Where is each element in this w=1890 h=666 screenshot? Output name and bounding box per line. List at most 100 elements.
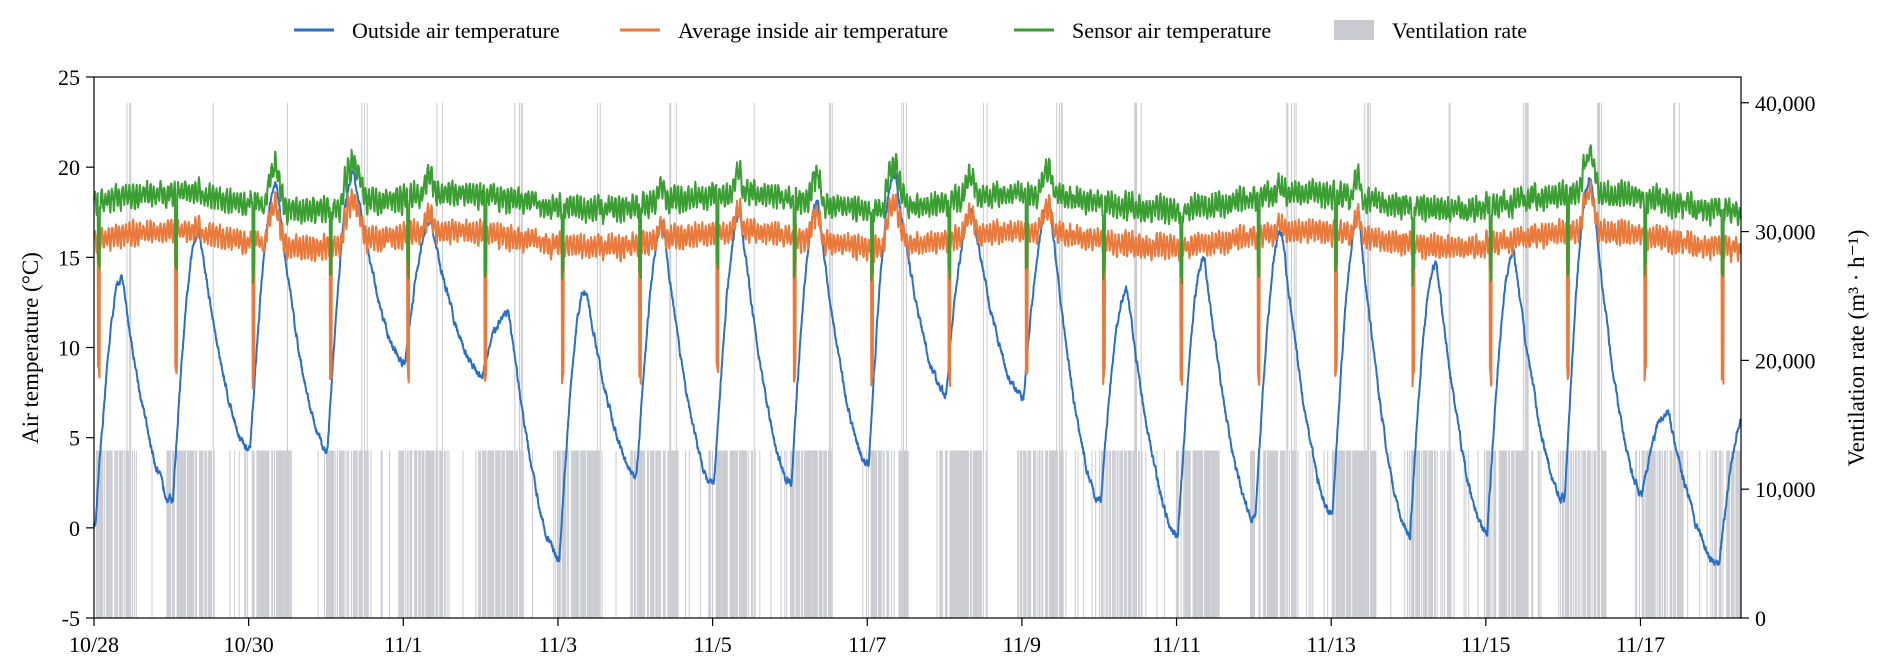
ventilation-bar (828, 450, 829, 618)
ventilation-bar (974, 450, 976, 618)
ventilation-bar (1098, 450, 1100, 618)
ventilation-bar (886, 450, 888, 618)
ventilation-bar (1677, 450, 1678, 618)
ventilation-bar (655, 450, 657, 618)
ventilation-bar (595, 450, 597, 618)
ventilation-bar (356, 450, 358, 618)
ventilation-bar (274, 450, 275, 618)
ventilation-bar (784, 450, 786, 618)
ventilation-bar (1102, 450, 1104, 618)
ventilation-bar (256, 450, 258, 618)
ventilation-bar (1091, 450, 1093, 618)
ventilation-bar (589, 450, 591, 618)
ventilation-bar (1567, 450, 1569, 618)
ventilation-bar (339, 450, 341, 618)
ventilation-bar (362, 450, 364, 618)
ventilation-bar (880, 450, 882, 618)
ventilation-bar (803, 450, 805, 618)
ventilation-bar (1027, 450, 1029, 618)
ventilation-bar (982, 102, 984, 619)
ventilation-bar (245, 450, 247, 618)
ventilation-bar (1738, 450, 1740, 618)
ventilation-bar (1128, 450, 1130, 618)
ventilation-bar (483, 450, 485, 618)
ventilation-bar (1433, 450, 1435, 618)
ventilation-bar (365, 450, 367, 618)
ventilation-bar (1595, 450, 1597, 618)
ventilation-bar (950, 450, 952, 618)
ventilation-bar (1130, 450, 1132, 618)
ventilation-bar (879, 450, 881, 618)
ventilation-bar (1109, 450, 1111, 618)
x-tick-label: 11/5 (693, 632, 731, 657)
ventilation-bar (1017, 450, 1019, 618)
ventilation-bar (480, 450, 481, 618)
ventilation-bar (1650, 450, 1652, 618)
ventilation-bar (1680, 450, 1682, 618)
ventilation-bar (264, 450, 266, 618)
ventilation-bar (1277, 450, 1279, 618)
ventilation-bar (1289, 450, 1291, 618)
ventilation-bar (184, 450, 186, 618)
ventilation-bar (577, 450, 579, 618)
ventilation-bar (1562, 450, 1564, 618)
series-line-sensor-air-temperature (93, 144, 1742, 287)
ventilation-bar (1432, 450, 1433, 618)
ventilation-bar (1217, 450, 1219, 618)
ventilation-bar (484, 450, 486, 618)
ventilation-bar (1660, 450, 1662, 618)
ventilation-bar (1560, 450, 1562, 618)
ventilation-bar (353, 450, 355, 618)
ventilation-bar (741, 450, 743, 618)
ventilation-bar (979, 450, 981, 618)
ventilation-bar (1368, 102, 1369, 619)
ventilation-bar (478, 450, 480, 618)
ventilation-bar (656, 450, 658, 618)
ventilation-bar (1587, 450, 1588, 618)
ventilation-bar (1583, 450, 1585, 618)
ventilation-bar (1048, 450, 1050, 618)
ventilation-bar (1641, 450, 1643, 618)
ventilation-bar (725, 450, 726, 618)
ventilation-bar (712, 450, 713, 618)
ventilation-bar (558, 450, 560, 618)
legend-label-inside: Average inside air temperature (678, 18, 948, 43)
ventilation-bar (736, 450, 738, 618)
ventilation-bar (601, 450, 603, 618)
x-tick-label: 11/7 (848, 632, 886, 657)
x-tick-label: 11/15 (1461, 632, 1510, 657)
ventilation-bar (1348, 450, 1350, 618)
ventilation-bar (275, 450, 277, 618)
ventilation-bar (1587, 450, 1589, 618)
ventilation-bar (677, 450, 679, 618)
ventilation-bar (1218, 450, 1220, 618)
ventilation-bar (381, 450, 383, 618)
ventilation-bar (1117, 450, 1119, 618)
ventilation-bar (807, 450, 809, 618)
ventilation-bar (1417, 450, 1419, 618)
ventilation-bar (111, 450, 113, 618)
ventilation-bar (1531, 450, 1533, 618)
ventilation-bar (107, 450, 108, 618)
ventilation-bar (328, 450, 330, 618)
ventilation-bar (944, 450, 946, 618)
ventilation-bar (324, 450, 326, 618)
ventilation-bar (335, 450, 337, 618)
ventilation-bar (167, 450, 169, 618)
ventilation-bar (1216, 450, 1218, 618)
ventilation-bar (519, 450, 521, 618)
ventilation-bar (745, 450, 747, 618)
ventilation-bar (532, 450, 533, 618)
ventilation-bar (1352, 450, 1354, 618)
ventilation-bar (1508, 450, 1510, 618)
ventilation-bar (1501, 450, 1503, 618)
ventilation-bar (1125, 450, 1127, 618)
ventilation-bar (1673, 102, 1675, 619)
ventilation-bar (1646, 450, 1648, 618)
ventilation-bar (1132, 450, 1134, 618)
ventilation-bar (642, 450, 644, 618)
ventilation-bar (132, 450, 133, 618)
ventilation-bar (433, 450, 435, 618)
ventilation-bar (168, 450, 170, 618)
ventilation-bar (878, 450, 880, 618)
